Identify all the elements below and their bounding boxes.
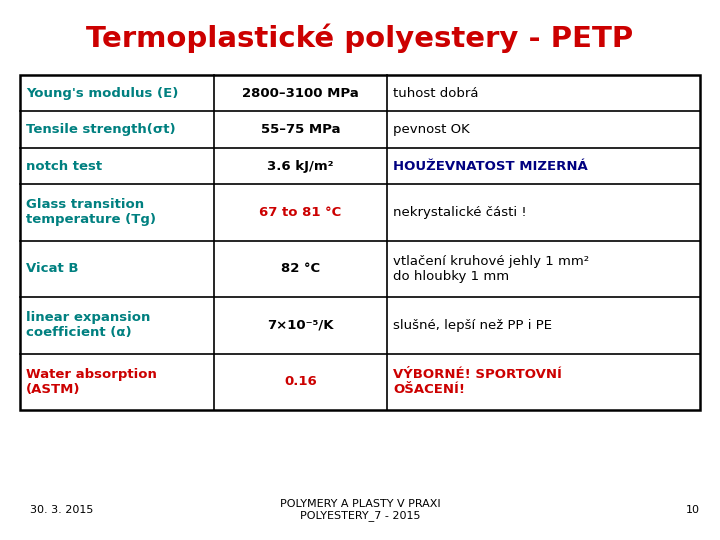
Text: VÝBORNÉ! SPORTOVNÍ
OŠACENÍ!: VÝBORNÉ! SPORTOVNÍ OŠACENÍ!	[393, 368, 562, 396]
Text: nekrystalické části !: nekrystalické části !	[393, 206, 527, 219]
Text: 10: 10	[686, 505, 700, 515]
Text: 0.16: 0.16	[284, 375, 317, 388]
Text: 67 to 81 °C: 67 to 81 °C	[259, 206, 341, 219]
Text: slušné, lepší než PP i PE: slušné, lepší než PP i PE	[393, 319, 552, 332]
Text: Termoplastické polyestery - PETP: Termoplastické polyestery - PETP	[86, 23, 634, 53]
Text: 82 °C: 82 °C	[281, 262, 320, 275]
Text: Vicat B: Vicat B	[26, 262, 78, 275]
Text: 30. 3. 2015: 30. 3. 2015	[30, 505, 94, 515]
Text: Young's modulus (E): Young's modulus (E)	[26, 87, 179, 100]
Text: 3.6 kJ/m²: 3.6 kJ/m²	[267, 159, 334, 173]
Text: vtlačení kruhové jehly 1 mm²
do hloubky 1 mm: vtlačení kruhové jehly 1 mm² do hloubky …	[393, 255, 590, 283]
Text: HOUŽEVNATOST MIZERNÁ: HOUŽEVNATOST MIZERNÁ	[393, 159, 588, 173]
Text: 2800–3100 MPa: 2800–3100 MPa	[242, 87, 359, 100]
Text: POLYMERY A PLASTY V PRAXI
POLYESTERY_7 - 2015: POLYMERY A PLASTY V PRAXI POLYESTERY_7 -…	[279, 499, 441, 521]
Bar	[20, 75, 700, 410]
Text: 7×10⁻⁵/K: 7×10⁻⁵/K	[267, 319, 334, 332]
Text: 55–75 MPa: 55–75 MPa	[261, 123, 341, 136]
Text: tuhost dobrá: tuhost dobrá	[393, 87, 479, 100]
Text: Glass transition
temperature (Tg): Glass transition temperature (Tg)	[26, 199, 156, 226]
Text: pevnost OK: pevnost OK	[393, 123, 470, 136]
Text: notch test: notch test	[26, 159, 102, 173]
Text: Tensile strength(σt): Tensile strength(σt)	[26, 123, 176, 136]
Text: linear expansion
coefficient (α): linear expansion coefficient (α)	[26, 312, 150, 339]
Text: Water absorption
(ASTM): Water absorption (ASTM)	[26, 368, 157, 396]
